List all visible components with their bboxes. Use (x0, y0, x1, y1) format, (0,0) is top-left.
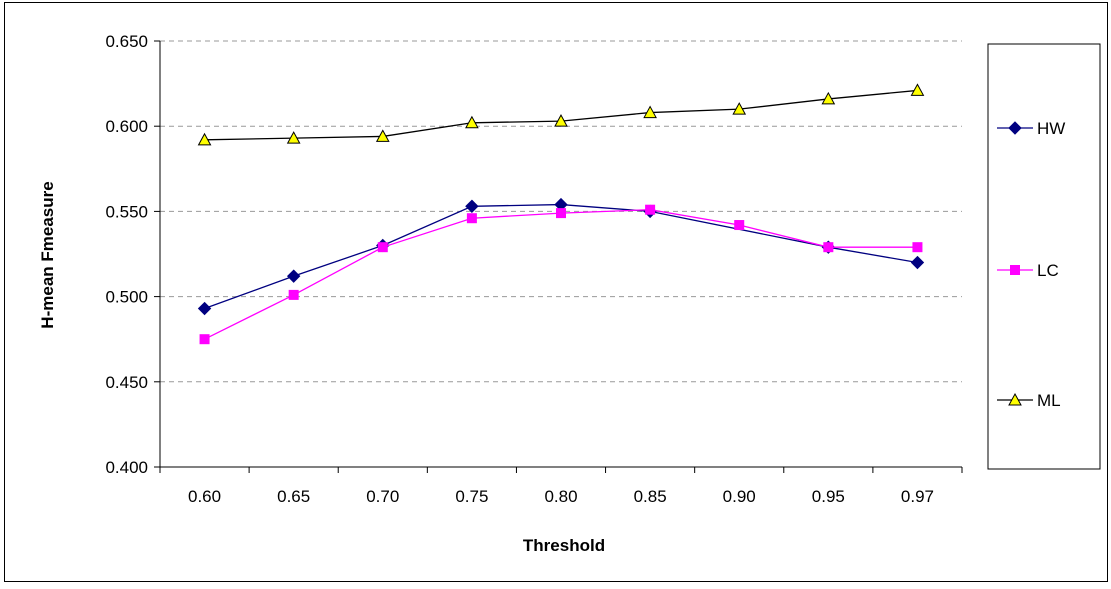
y-tick-label: 0.650 (105, 32, 148, 51)
data-point-ml (821, 91, 836, 105)
data-point-hw (465, 199, 479, 213)
legend: HW LC ML (987, 43, 1101, 470)
y-tick-label: 0.450 (105, 373, 148, 392)
y-tick-label: 0.550 (105, 202, 148, 221)
data-point-lc (556, 208, 566, 219)
series (197, 83, 925, 345)
data-point-lc (912, 242, 923, 253)
data-point-hw (286, 269, 301, 283)
y-tick-label: 0.400 (105, 458, 148, 477)
x-tick-label: 0.95 (812, 487, 845, 506)
y-tick-label: 0.600 (105, 117, 148, 136)
data-point-ml (465, 115, 479, 129)
data-point-lc (377, 242, 388, 253)
legend-label-hw: HW (1037, 119, 1065, 138)
legend-item-ml: ML (997, 391, 1061, 410)
data-point-ml (643, 105, 657, 119)
x-tick-label: 0.70 (366, 487, 399, 506)
x-tick-label: 0.65 (277, 487, 310, 506)
y-axis-title: H-mean Fmeasure (38, 181, 57, 328)
data-point-ml (732, 102, 747, 115)
data-point-ml (286, 131, 301, 144)
data-point-lc (466, 213, 477, 224)
series-ml (197, 83, 925, 146)
x-axis-title: Threshold (523, 536, 605, 555)
data-point-lc (645, 204, 656, 215)
data-point-lc (199, 334, 210, 345)
series-lc (199, 204, 923, 345)
data-point-ml (554, 114, 568, 127)
series-line-lc (204, 209, 918, 340)
x-tick-label: 0.90 (723, 487, 756, 506)
series-line-hw (204, 203, 918, 310)
data-point-ml (910, 83, 925, 96)
x-tick-label: 0.60 (188, 487, 221, 506)
data-point-lc (734, 220, 745, 231)
legend-label-lc: LC (1037, 261, 1059, 280)
axes: 0.400 0.450 0.500 0.550 0.600 0.650 0.60 0.65 0.… (105, 32, 963, 506)
x-tick-label: 0.97 (901, 487, 934, 506)
legend-box (987, 43, 1101, 470)
legend-marker-ml (1008, 392, 1022, 406)
x-tick-label: 0.80 (544, 487, 577, 506)
legend-item-lc: LC (997, 261, 1059, 280)
legend-label-ml: ML (1037, 391, 1061, 410)
legend-marker-lc (1010, 265, 1020, 275)
data-point-hw (910, 255, 925, 270)
chart-frame (4, 2, 1108, 582)
x-tick-label: 0.85 (634, 487, 667, 506)
legend-marker-hw (1008, 121, 1022, 135)
data-point-lc (288, 289, 299, 300)
data-point-ml (197, 132, 212, 146)
data-point-ml (375, 129, 390, 142)
data-point-lc (823, 242, 834, 253)
y-tick-label: 0.500 (105, 288, 148, 307)
data-point-hw (197, 301, 212, 316)
x-tick-label: 0.75 (455, 487, 488, 506)
legend-item-hw: HW (997, 119, 1065, 138)
